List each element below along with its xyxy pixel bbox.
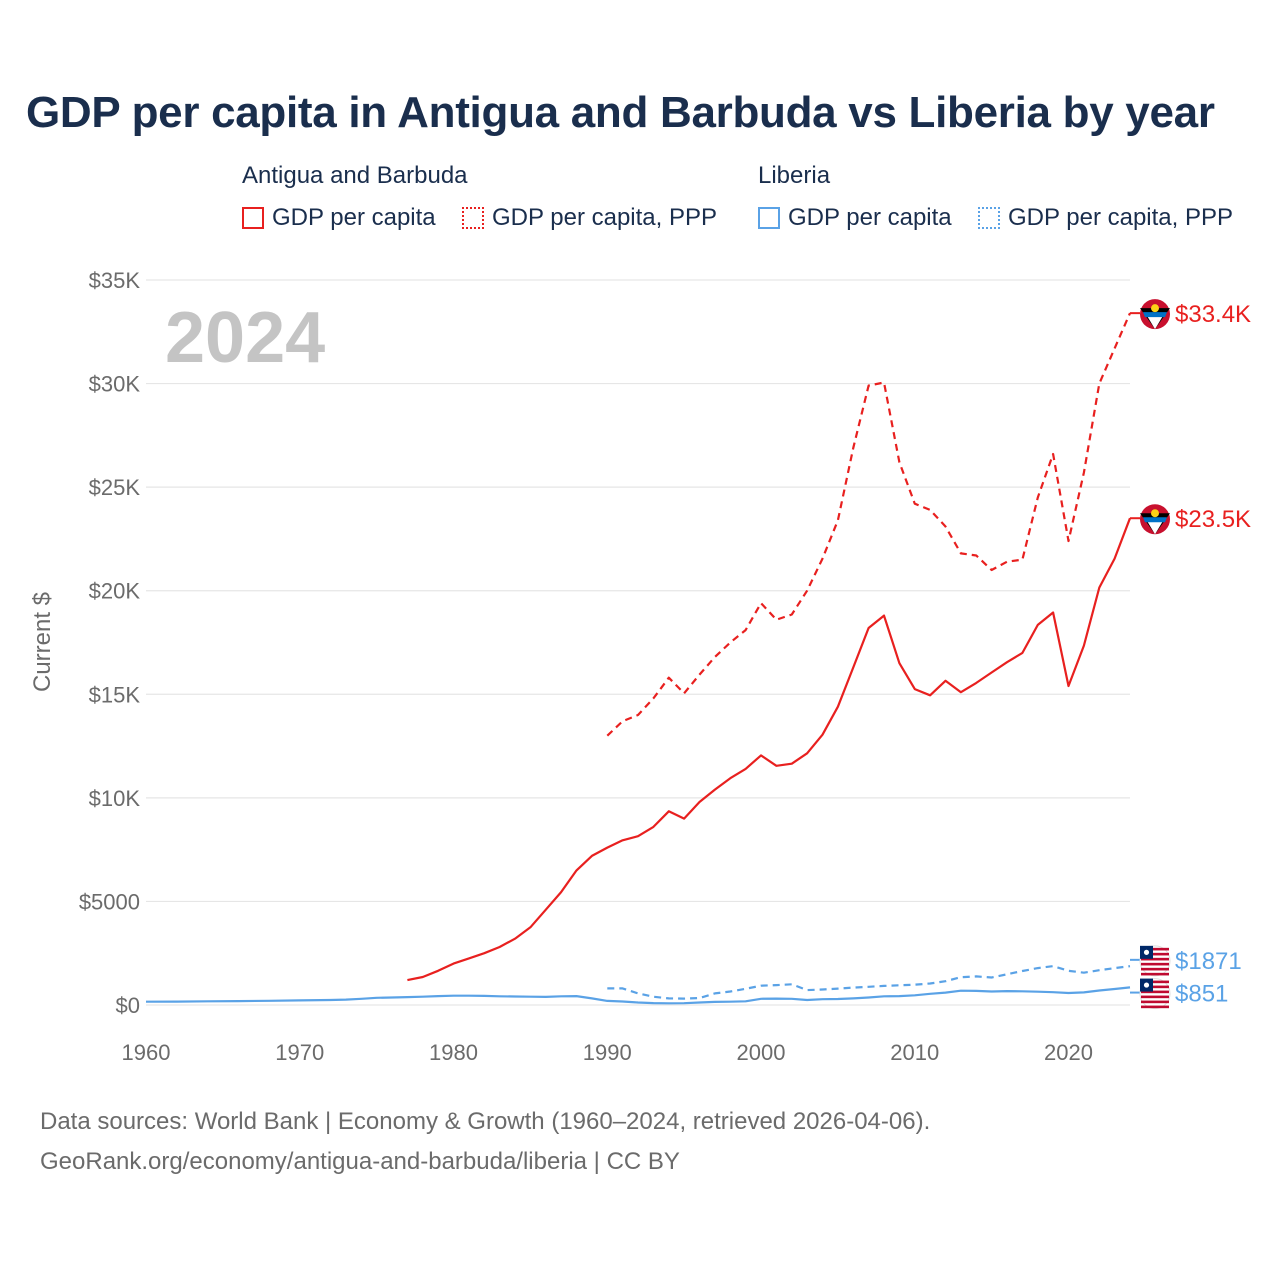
x-tick-label: 1960: [122, 1040, 171, 1065]
dotted-swatch-icon: [978, 207, 1000, 229]
y-tick-label: $0: [116, 993, 140, 1018]
flag-detail: [1151, 509, 1159, 518]
flag-detail: [1143, 982, 1150, 988]
end-value-label: $23.5K: [1175, 506, 1251, 533]
flag-detail: [1146, 314, 1164, 330]
chart-title: GDP per capita in Antigua and Barbuda vs…: [26, 88, 1215, 137]
legend-item-label: GDP per capita, PPP: [492, 204, 717, 231]
flag-detail: [1143, 517, 1167, 523]
y-tick-label: $25K: [89, 475, 141, 500]
flag-detail: [1141, 980, 1169, 984]
footer-sources: Data sources: World Bank | Economy & Gro…: [40, 1108, 931, 1135]
flag-detail: [1141, 952, 1169, 956]
legend-item-label: GDP per capita: [272, 204, 436, 231]
x-tick-label: 1970: [275, 1040, 324, 1065]
x-tick-label: 1980: [429, 1040, 478, 1065]
legend-item-label: GDP per capita, PPP: [1008, 204, 1233, 231]
x-tick-label: 2010: [890, 1040, 939, 1065]
legend-item-antigua-gdp[interactable]: GDP per capita: [242, 204, 436, 232]
flag-detail: [1141, 957, 1169, 961]
flag-detail: [1141, 985, 1169, 989]
y-tick-label: $5000: [79, 889, 140, 914]
solid-swatch-icon: [758, 207, 780, 229]
flag-detail: [1141, 1005, 1169, 1009]
dotted-swatch-icon: [462, 207, 484, 229]
end-value-label: $851: [1175, 981, 1228, 1008]
flag-detail: [1141, 1000, 1169, 1004]
footer-attribution: GeoRank.org/economy/antigua-and-barbuda/…: [40, 1148, 680, 1175]
flag-detail: [1143, 312, 1167, 318]
legend-item-label: GDP per capita: [788, 204, 952, 231]
x-tick-label: 1990: [583, 1040, 632, 1065]
flag-detail: [1141, 967, 1169, 971]
legend-item-liberia-gdp[interactable]: GDP per capita: [758, 204, 952, 232]
y-tick-label: $10K: [89, 786, 141, 811]
year-stamp: 2024: [165, 298, 325, 378]
flag-detail: [1141, 990, 1169, 994]
flag-detail: [1151, 304, 1159, 313]
y-tick-label: $20K: [89, 579, 141, 604]
flag-detail: [1143, 949, 1150, 955]
x-tick-label: 2020: [1044, 1040, 1093, 1065]
flag-detail: [1141, 947, 1169, 951]
legend-group-name: Antigua and Barbuda: [242, 162, 468, 189]
end-value-label: $1871: [1175, 948, 1242, 975]
series-line-antigua-dashed: [606, 312, 1132, 737]
end-value-label: $33.4K: [1175, 301, 1251, 328]
y-tick-label: $15K: [89, 682, 141, 707]
legend-group-name: Liberia: [758, 162, 831, 189]
y-tick-label: $35K: [89, 268, 141, 293]
series-line-liberia-solid: [145, 986, 1131, 1005]
series-line-liberia-dashed: [607, 964, 1131, 1000]
solid-swatch-icon: [242, 207, 264, 229]
flag-detail: [1146, 519, 1164, 535]
flag-detail: [1141, 962, 1169, 966]
series-line-antigua-solid: [407, 517, 1132, 982]
flag-detail: [1141, 972, 1169, 976]
x-tick-label: 2000: [737, 1040, 786, 1065]
flag-detail: [1141, 995, 1169, 999]
legend-item-liberia-ppp[interactable]: GDP per capita, PPP: [978, 204, 1233, 232]
y-axis-label: Current $: [29, 592, 56, 692]
legend-item-antigua-ppp[interactable]: GDP per capita, PPP: [462, 204, 717, 232]
y-tick-label: $30K: [89, 372, 141, 397]
